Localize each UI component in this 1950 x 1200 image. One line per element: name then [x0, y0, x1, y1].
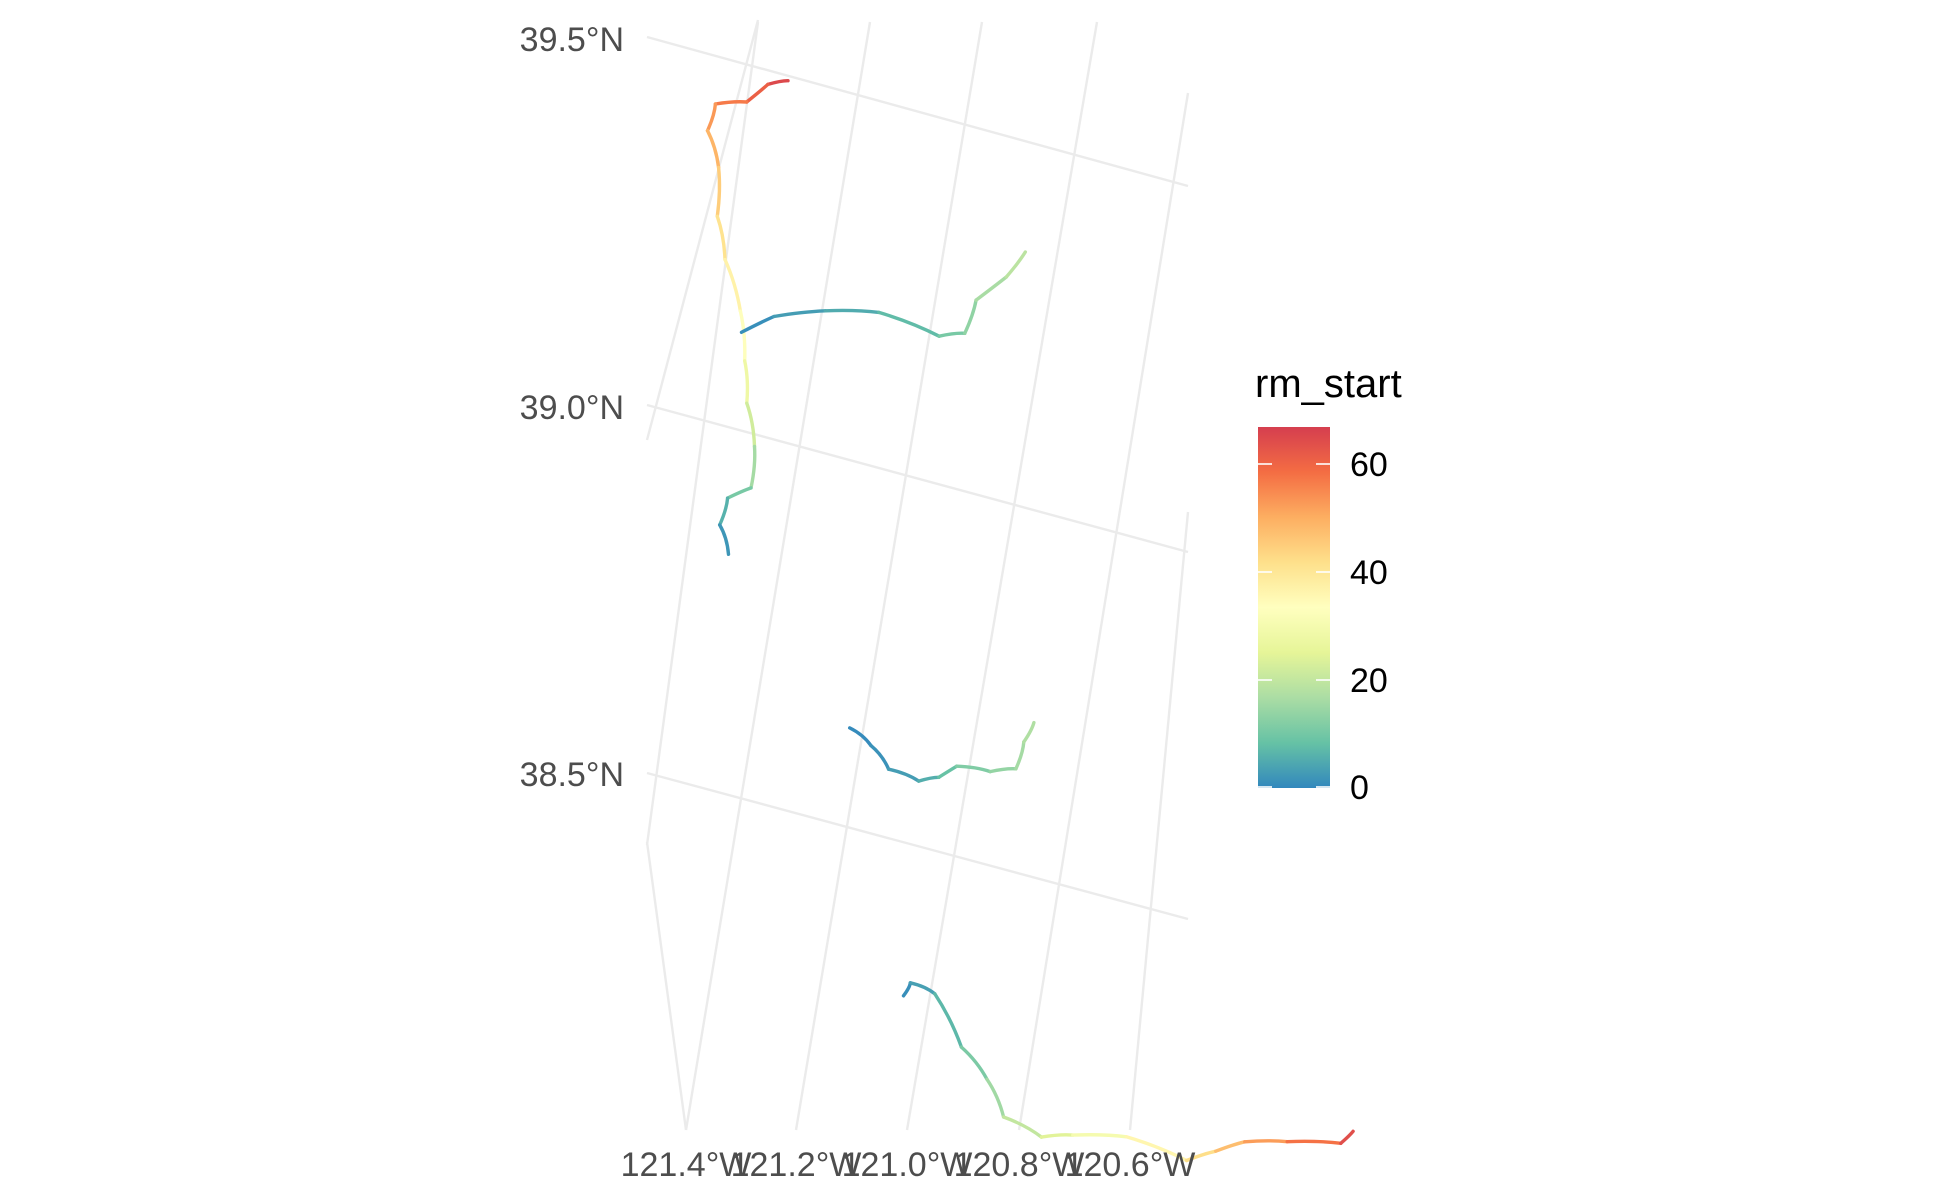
legend-title: rm_start	[1255, 362, 1402, 406]
river-segment	[1014, 740, 1026, 771]
river-segment	[705, 129, 721, 170]
meridian-lon-120-9	[794, 21, 984, 1131]
meridian-121-4	[645, 841, 688, 1131]
river-segment	[766, 78, 790, 87]
lon-label-120-6: 120.6°W	[1065, 1146, 1196, 1184]
river-segment	[974, 275, 1008, 302]
river-segment	[955, 764, 992, 774]
river-segment	[1071, 1133, 1129, 1139]
longitude-labels: 121.4°W 121.2°W 121.0°W 120.8°W 120.6°W	[621, 1146, 1196, 1184]
meridian-lon-121-3	[645, 21, 760, 846]
parallel-38-5	[646, 771, 1189, 921]
river-segment	[738, 309, 747, 363]
river-segment	[1184, 1149, 1218, 1163]
river-segment	[749, 444, 757, 490]
river-segment	[963, 298, 978, 335]
river-south-river	[848, 720, 1036, 783]
river-segment	[848, 726, 873, 748]
river-segment	[715, 165, 722, 218]
legend: rm_start 60 40 20 0	[1255, 362, 1402, 807]
lat-label-39-0: 39.0°N	[520, 389, 624, 427]
river-segment	[886, 767, 921, 783]
river-segment	[869, 743, 891, 771]
river-segment	[725, 486, 753, 500]
meridian-121-2	[645, 19, 760, 441]
lon-label-121-4: 121.4°W	[621, 1146, 752, 1184]
river-segment	[1004, 250, 1027, 279]
legend-tick-label-60: 60	[1350, 446, 1388, 484]
legend-ticks	[1258, 463, 1330, 788]
river-segment	[1339, 1129, 1355, 1145]
river-segment	[705, 102, 718, 133]
lon-label-121-0: 121.0°W	[842, 1146, 973, 1184]
river-segment	[985, 1077, 1006, 1119]
river-segment	[772, 309, 827, 319]
river-segment	[901, 981, 912, 998]
river-upper-river	[705, 78, 790, 556]
latitude-labels: 39.5°N 39.0°N 38.5°N	[520, 21, 624, 794]
lon-label-120-8: 120.8°W	[954, 1146, 1085, 1184]
parallel-39-5	[646, 35, 1189, 188]
river-segment	[713, 100, 749, 106]
river-segment	[877, 310, 941, 338]
legend-tick-label-0: 0	[1350, 769, 1369, 807]
river-segment	[933, 992, 964, 1049]
river-segment	[988, 767, 1018, 774]
river-segment	[718, 523, 731, 556]
rivers-layer	[705, 78, 1355, 1163]
meridian-lon-120-7	[905, 21, 1099, 1131]
river-segment	[937, 764, 959, 779]
river-segment	[937, 331, 967, 338]
lon-label-121-2: 121.2°W	[731, 1146, 862, 1184]
river-segment	[723, 257, 743, 313]
river-segment	[908, 981, 937, 996]
meridian-lon-121-1	[684, 21, 872, 1131]
river-segment	[1243, 1139, 1289, 1144]
river-segment	[1285, 1139, 1343, 1145]
river-segment	[1039, 1133, 1075, 1139]
legend-tick-label-40: 40	[1350, 554, 1388, 592]
river-segment	[739, 314, 776, 334]
graticule	[645, 19, 1190, 1131]
lat-label-38-5: 38.5°N	[520, 756, 624, 794]
lat-label-39-5: 39.5°N	[520, 21, 624, 59]
river-segment	[745, 401, 757, 449]
river-segment	[718, 496, 730, 527]
legend-colorbar	[1258, 427, 1330, 788]
river-segment	[917, 775, 941, 783]
river-middle-tributary	[739, 250, 1027, 338]
river-segment	[959, 1045, 989, 1081]
river-segment	[715, 214, 727, 262]
river-southernmost-river	[901, 981, 1355, 1163]
legend-tick-label-20: 20	[1350, 662, 1388, 700]
river-segment	[1214, 1140, 1247, 1153]
river-segment	[1124, 1135, 1189, 1163]
river-segment	[1001, 1115, 1044, 1139]
river-segment	[823, 308, 881, 315]
meridian-lon-120-5	[1017, 92, 1190, 1131]
river-segment	[743, 359, 750, 405]
river-segment	[1022, 720, 1036, 744]
meridian-edge-east	[1128, 511, 1190, 1131]
river-segment	[745, 82, 770, 104]
parallel-39-0	[646, 403, 1189, 554]
